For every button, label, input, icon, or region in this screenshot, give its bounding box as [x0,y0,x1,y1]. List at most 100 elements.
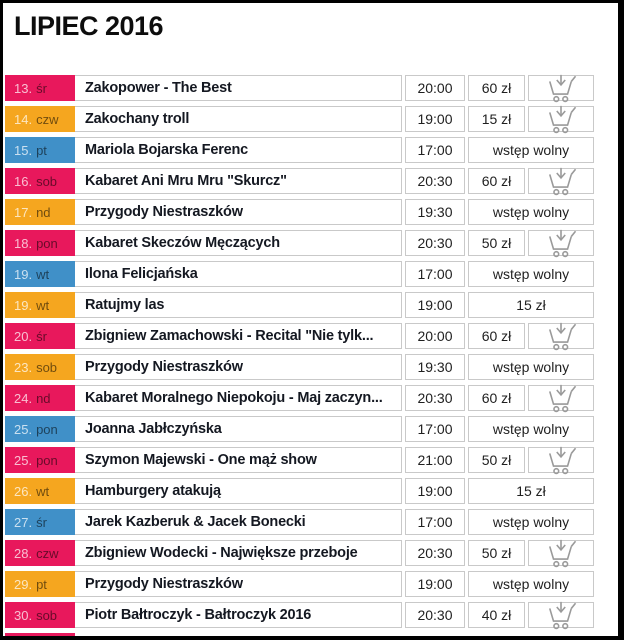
event-time: 19:30 [405,354,465,380]
event-price-wide: 15 zł [468,478,594,504]
date-badge: 27. śr [5,509,75,535]
event-title: Zbigniew Zamachowski - Recital "Nie tylk… [75,323,402,349]
cart-cell [528,600,594,630]
event-title: Ratujmy las [75,292,402,318]
date-badge: 23. sob [5,354,75,380]
event-row: 25. pon Szymon Majewski - One mąż show 2… [5,445,594,475]
event-price: 60 zł [468,75,525,101]
event-title: Zbigniew Wodecki - Największe przeboje [75,540,402,566]
event-time: 19:00 [405,478,465,504]
event-price: 60 zł [468,385,525,411]
event-row: 28. czw Zbigniew Wodecki - Największe pr… [5,538,594,568]
event-price: 15 zł [468,106,525,132]
date-weekday: czw [36,111,59,127]
cart-icon [548,384,577,413]
date-weekday: pt [36,576,47,592]
date-badge: 24. nd [5,385,75,411]
date-number: 18. [14,235,33,251]
event-time: 19:00 [405,571,465,597]
cart-icon [548,601,577,630]
event-row: 15. pt Mariola Bojarska Ferenc 17:00 wst… [5,137,594,163]
buy-ticket-button[interactable] [542,600,580,630]
date-badge: 25. pon [5,447,75,473]
event-title: Przygody Niestraszków [75,571,402,597]
date-weekday: śr [36,328,47,344]
event-title: Zakopower - The Best [75,75,402,101]
date-badge: 26. wt [5,478,75,504]
event-title: Kabaret Moralnego Niepokoju - Maj zaczyn… [75,385,402,411]
event-price-wide: wstęp wolny [468,137,594,163]
date-badge: 13. śr [5,75,75,101]
event-row: 16. sob Kabaret Ani Mru Mru "Skurcz" 20:… [5,166,594,196]
date-weekday: wt [36,297,50,313]
date-number: 30. [14,607,33,623]
cart-cell [528,228,594,258]
date-weekday: pon [36,452,58,468]
buy-ticket-button[interactable] [542,445,580,475]
event-row: 18. pon Kabaret Skeczów Męczących 20:30 … [5,228,594,258]
date-weekday: śr [36,514,47,530]
event-row [5,633,594,636]
event-time: 20:30 [405,602,465,628]
date-number: 13. [14,80,33,96]
event-time: 21:00 [405,447,465,473]
date-number: 16. [14,173,33,189]
event-time: 20:30 [405,230,465,256]
event-title: Joanna Jabłczyńska [75,416,402,442]
date-weekday: sob [36,173,58,189]
event-price: 60 zł [468,323,525,349]
date-number: 28. [14,545,33,561]
event-title: Kabaret Ani Mru Mru "Skurcz" [75,168,402,194]
page-title: LIPIEC 2016 [14,11,164,41]
event-price-wide: wstęp wolny [468,354,594,380]
date-weekday: sob [36,607,58,623]
buy-ticket-button[interactable] [542,321,580,351]
date-weekday: śr [36,80,47,96]
date-weekday: pt [36,142,47,158]
date-badge: 20. śr [5,323,75,349]
event-title: Jarek Kazberuk & Jacek Bonecki [75,509,402,535]
event-row: 19. wt Ilona Felicjańska 17:00 wstęp wol… [5,261,594,287]
date-number: 26. [14,483,33,499]
events-table: 13. śr Zakopower - The Best 20:00 60 zł … [5,73,594,636]
event-title: Piotr Bałtroczyk - Bałtroczyk 2016 [75,602,402,628]
cart-cell [528,445,594,475]
date-number: 25. [14,421,33,437]
event-price-wide: wstęp wolny [468,571,594,597]
cart-icon [548,105,577,134]
date-weekday: pon [36,235,58,251]
date-number: 15. [14,142,33,158]
date-badge: 17. nd [5,199,75,225]
date-number: 25. [14,452,33,468]
date-badge: 19. wt [5,292,75,318]
event-title: Hamburgery atakują [75,478,402,504]
buy-ticket-button[interactable] [542,166,580,196]
date-badge: 29. pt [5,571,75,597]
cart-icon [548,167,577,196]
cart-cell [528,104,594,134]
buy-ticket-button[interactable] [542,73,580,103]
event-time: 17:00 [405,416,465,442]
cart-cell [528,538,594,568]
date-number: 27. [14,514,33,530]
buy-ticket-button[interactable] [542,104,580,134]
date-number: 23. [14,359,33,375]
buy-ticket-button[interactable] [542,228,580,258]
event-row: 17. nd Przygody Niestraszków 19:30 wstęp… [5,199,594,225]
event-row: 25. pon Joanna Jabłczyńska 17:00 wstęp w… [5,416,594,442]
cart-cell [528,321,594,351]
buy-ticket-button[interactable] [542,538,580,568]
cart-cell [528,73,594,103]
cart-icon [548,322,577,351]
cart-cell [528,166,594,196]
event-price: 50 zł [468,447,525,473]
event-row: 26. wt Hamburgery atakują 19:00 15 zł [5,478,594,504]
date-number: 17. [14,204,33,220]
buy-ticket-button[interactable] [542,383,580,413]
date-badge: 28. czw [5,540,75,566]
date-badge: 16. sob [5,168,75,194]
date-badge: 18. pon [5,230,75,256]
event-price: 40 zł [468,602,525,628]
event-price-wide: wstęp wolny [468,509,594,535]
event-time: 19:00 [405,106,465,132]
